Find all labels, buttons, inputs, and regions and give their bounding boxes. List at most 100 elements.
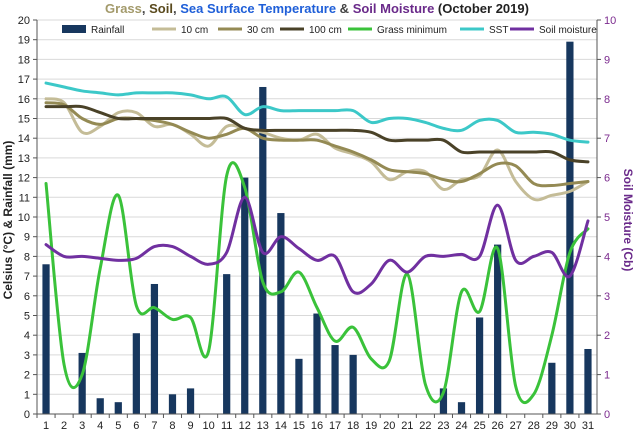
x-tick-label: 24 (455, 420, 467, 432)
axes: 0123456789101112131415161718192001234567… (18, 15, 617, 432)
legend-swatch-rainfall (62, 25, 86, 33)
y-tick-label-right: 8 (604, 94, 610, 106)
rainfall-bar (349, 354, 357, 414)
x-tick-label: 2 (61, 420, 67, 432)
rainfall-bar (548, 362, 556, 414)
x-tick-label: 7 (151, 420, 157, 432)
y-tick-label-left: 1 (24, 389, 30, 401)
x-tick-label: 12 (239, 420, 251, 432)
x-tick-label: 8 (169, 420, 175, 432)
rainfall-bar (331, 345, 339, 414)
x-tick-label: 10 (202, 420, 214, 432)
y-tick-label-left: 6 (24, 291, 30, 303)
y-tick-label-right: 5 (604, 212, 610, 224)
rainfall-bar (277, 213, 285, 414)
y-tick-label-left: 10 (18, 212, 30, 224)
rainfall-bar (475, 317, 484, 414)
x-tick-label: 17 (329, 420, 341, 432)
x-tick-label: 15 (293, 420, 305, 432)
legend-label-30-cm: 30 cm (247, 25, 274, 36)
y-tick-label-left: 19 (18, 35, 30, 47)
legend-label-10-cm: 10 cm (181, 25, 208, 36)
x-tick-label: 19 (365, 420, 377, 432)
x-tick-label: 29 (546, 420, 558, 432)
rainfall-bar (241, 177, 249, 414)
rainfall-bar (457, 402, 466, 414)
x-tick-label: 22 (419, 420, 431, 432)
x-tick-label: 11 (221, 420, 232, 432)
y-tick-label-right: 9 (604, 54, 610, 66)
y-tick-label-left: 20 (18, 15, 30, 27)
y-tick-label-left: 18 (18, 54, 30, 66)
y-tick-label-left: 8 (24, 251, 30, 263)
rainfall-bar (439, 388, 448, 414)
x-tick-label: 5 (115, 420, 121, 432)
title-part-2: Soil (149, 1, 173, 16)
legend-label-grass-minimum: Grass minimum (377, 25, 447, 36)
title-part-7: (October 2019) (434, 1, 529, 16)
legend-label-100-cm: 100 cm (309, 25, 342, 36)
y-tick-label-left: 12 (18, 173, 30, 185)
y-tick-label-left: 9 (24, 232, 30, 244)
x-tick-label: 21 (401, 420, 413, 432)
x-tick-label: 14 (275, 420, 287, 432)
rainfall-bar (168, 394, 177, 414)
rainfall-bar (150, 283, 159, 414)
x-tick-label: 1 (43, 420, 49, 432)
y-tick-label-right: 7 (604, 133, 610, 145)
series-line-10-cm (44, 97, 590, 202)
y-axis-right-title: Soil Moisture (Cb) (621, 169, 634, 272)
x-tick-label: 16 (311, 420, 323, 432)
rainfall-bar (295, 358, 303, 414)
rainfall-bar (96, 398, 104, 414)
rainfall-bar (494, 244, 502, 414)
x-tick-label: 28 (528, 420, 540, 432)
y-tick-label-left: 11 (19, 192, 30, 204)
legend-label-sst: SST (489, 25, 508, 36)
chart-title: Grass, Soil, Sea Surface Temperature & S… (105, 1, 529, 16)
x-tick-label: 20 (383, 420, 395, 432)
series-line-30-cm (44, 101, 590, 188)
rainfall-bar (114, 402, 122, 414)
y-tick-label-right: 4 (604, 251, 610, 263)
y-tick-label-left: 13 (18, 153, 30, 165)
y-tick-label-left: 2 (24, 370, 30, 382)
x-tick-label: 31 (582, 420, 594, 432)
y-axis-left-title: Celsius (°C) & Rainfall (mm) (1, 141, 15, 300)
legend-label-soil-moisture: Soil moisture (539, 25, 597, 36)
series-line-grass-minimum (44, 161, 590, 405)
y-tick-label-left: 5 (24, 311, 30, 323)
x-tick-label: 4 (97, 420, 103, 432)
rainfall-bar (566, 41, 574, 415)
rainfall-bar (223, 274, 231, 414)
legend: Rainfall 10 cm 30 cm 100 cm Grass minimum SST… (62, 25, 597, 36)
series-lines (44, 81, 590, 405)
y-tick-label-right: 3 (604, 291, 610, 303)
title-part-6: Soil Moisture (353, 1, 435, 16)
series-line-soil-moisture (44, 195, 590, 295)
rainfall-bar (313, 313, 321, 414)
x-tick-label: 30 (564, 420, 576, 432)
x-tick-label: 9 (187, 420, 193, 432)
series-line-sst (44, 81, 590, 144)
y-tick-label-left: 4 (24, 330, 30, 342)
y-tick-label-left: 17 (18, 74, 30, 86)
y-tick-label-right: 1 (604, 370, 610, 382)
y-tick-label-left: 14 (18, 133, 30, 145)
title-part-4: Sea Surface Temperature (180, 1, 336, 16)
title-part-3: , (173, 1, 180, 16)
y-tick-label-right: 10 (604, 15, 616, 27)
x-tick-label: 23 (437, 420, 449, 432)
title-part-5: & (336, 1, 353, 16)
x-tick-label: 18 (347, 420, 359, 432)
y-tick-label-right: 0 (604, 409, 610, 421)
rainfall-bar (584, 348, 592, 414)
legend-label-rainfall: Rainfall (91, 25, 124, 36)
title-part-1: , (142, 1, 149, 16)
y-tick-label-left: 7 (24, 271, 30, 283)
y-tick-label-left: 16 (18, 94, 30, 106)
series-line-100-cm (44, 104, 590, 164)
rainfall-bar (42, 264, 50, 414)
y-tick-label-left: 3 (24, 350, 30, 362)
